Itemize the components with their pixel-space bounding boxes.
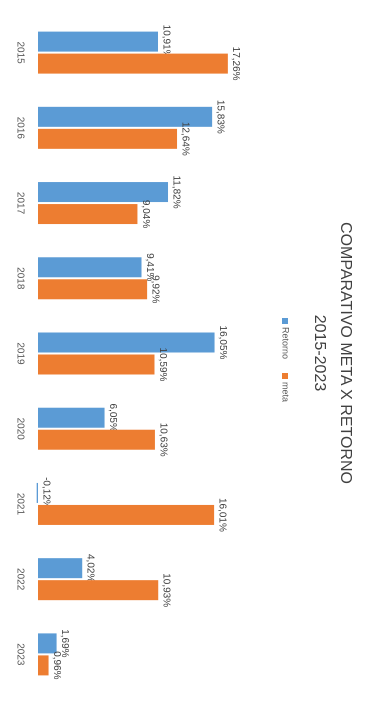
chart-subtitle: 2015-2023 [311,315,328,392]
bar [37,633,57,654]
legend-label: Retorno [281,327,291,359]
value-label: 10,63% [157,423,168,457]
value-label: 6,05% [107,404,118,432]
bar [37,580,159,601]
value-label: 16,05% [217,326,228,360]
bar [37,257,142,278]
bar [38,106,213,127]
legend-label: meta [281,382,291,402]
x-tick-label: 2018 [14,267,25,290]
value-label: 10,91% [160,25,171,59]
bar [37,279,148,300]
x-tick-label: 2020 [14,418,25,441]
value-label: 17,26% [230,47,241,81]
value-label: 9,41% [144,253,155,281]
x-tick-label: 2021 [14,493,25,516]
bar [38,53,228,74]
value-label: 4,02% [85,554,96,582]
value-label: 10,59% [157,348,168,382]
bar [38,332,215,353]
value-label: 16,01% [216,498,227,532]
x-tick-label: 2023 [14,643,25,666]
x-tick-label: 2016 [14,117,25,140]
bar [36,482,38,503]
value-label: 11,82% [170,175,181,208]
bar [38,128,178,149]
bar [38,558,83,579]
bar [38,182,169,203]
value-label: 9,92% [149,275,160,303]
bar [38,204,138,225]
value-label: 12,64% [179,122,190,156]
value-label: 1,69% [59,629,70,657]
value-label: 0,96% [51,651,62,679]
legend-swatch [282,373,288,379]
chart: COMPARATIVO META X RETORNO 2015-2023 Ret… [14,25,353,680]
value-label: -0,12% [40,477,51,509]
bar [37,407,105,428]
x-tick-label: 2019 [14,342,25,365]
chart-title: COMPARATIVO META X RETORNO [337,222,354,484]
x-tick-label: 2015 [14,41,25,64]
value-label: 15,83% [214,100,225,134]
x-tick-label: 2022 [14,568,25,591]
bar [38,354,155,375]
value-label: 9,04% [140,200,151,228]
bar [37,429,155,450]
bar [37,31,159,52]
bar [37,655,49,676]
value-label: 10,93% [161,573,172,607]
x-tick-label: 2017 [14,192,25,215]
legend-swatch [282,318,288,324]
bar [38,504,215,525]
